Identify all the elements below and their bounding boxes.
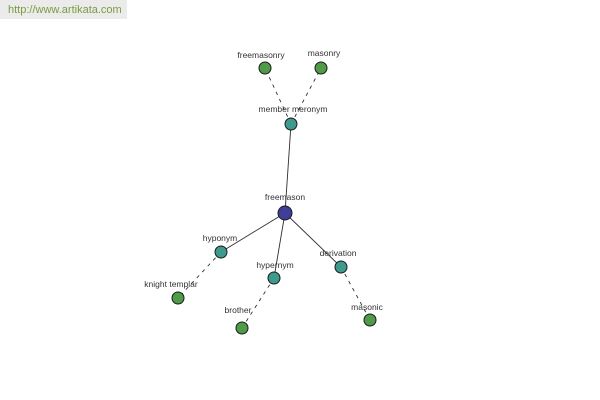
node-member-meronym[interactable]: member meronym bbox=[259, 104, 328, 131]
node-freemasonry[interactable]: freemasonry bbox=[237, 50, 285, 75]
masonic-node-circle[interactable] bbox=[363, 313, 377, 327]
edge-freemason-member-meronym bbox=[284, 123, 292, 214]
derivation-node-circle[interactable] bbox=[334, 260, 348, 274]
hypernym-node-circle[interactable] bbox=[267, 271, 281, 285]
url-watermark-bar: http://www.artikata.com bbox=[0, 0, 127, 19]
edge-freemason-hypernym bbox=[273, 212, 286, 279]
member-meronym-label: member meronym bbox=[259, 104, 328, 114]
hypernym-label: hypernym bbox=[256, 260, 293, 270]
node-derivation[interactable]: derivation bbox=[320, 248, 357, 274]
freemason-label: freemason bbox=[265, 192, 305, 202]
node-masonic[interactable]: masonic bbox=[351, 302, 384, 327]
edge-freemason-hyponym bbox=[220, 212, 286, 253]
masonry-node-circle[interactable] bbox=[314, 61, 328, 75]
node-brother[interactable]: brother bbox=[225, 305, 252, 335]
edge-hypernym-brother bbox=[241, 277, 275, 329]
brother-label: brother bbox=[225, 305, 252, 315]
node-hyponym[interactable]: hyponym bbox=[203, 233, 238, 259]
edge-derivation-masonic bbox=[340, 266, 371, 321]
knight-templar-node-circle[interactable] bbox=[171, 291, 185, 305]
knight-templar-label: knight templar bbox=[144, 279, 198, 289]
member-meronym-node-circle[interactable] bbox=[284, 117, 298, 131]
node-knight-templar[interactable]: knight templar bbox=[144, 279, 198, 305]
derivation-label: derivation bbox=[320, 248, 357, 258]
edge-hyponym-knight-templar bbox=[177, 251, 222, 299]
edge-freemason-derivation bbox=[284, 212, 342, 268]
edge-member-meronym-masonry bbox=[290, 67, 322, 125]
node-freemason[interactable]: freemason bbox=[265, 192, 305, 221]
masonic-label: masonic bbox=[351, 302, 383, 312]
freemason-node-circle[interactable] bbox=[277, 205, 293, 221]
freemasonry-label: freemasonry bbox=[237, 50, 285, 60]
freemasonry-node-circle[interactable] bbox=[258, 61, 272, 75]
hyponym-label: hyponym bbox=[203, 233, 238, 243]
node-hypernym[interactable]: hypernym bbox=[256, 260, 294, 285]
node-masonry[interactable]: masonry bbox=[308, 48, 341, 75]
brother-node-circle[interactable] bbox=[235, 321, 249, 335]
hyponym-node-circle[interactable] bbox=[214, 245, 228, 259]
masonry-label: masonry bbox=[308, 48, 341, 58]
edge-member-meronym-freemasonry bbox=[264, 67, 292, 125]
url-watermark-text: http://www.artikata.com bbox=[8, 3, 122, 16]
